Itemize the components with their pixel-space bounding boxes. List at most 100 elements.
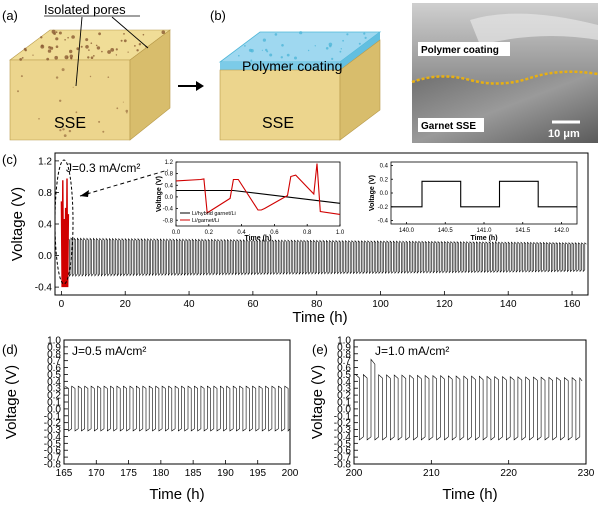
x-tick-label: 80	[311, 299, 323, 310]
coated-pore-dot	[281, 44, 284, 47]
y-tick-label: 0.7	[47, 356, 61, 367]
y-tick-label: -0.4	[378, 219, 389, 225]
y-tick-label: -0.3	[334, 425, 352, 436]
y-tick-label: 0.5	[337, 370, 351, 381]
pore-dot	[92, 55, 95, 57]
pore-dot	[63, 134, 67, 138]
scale-bar-label: 10 μm	[548, 128, 580, 140]
pore-dot	[107, 76, 110, 78]
annotation-arrow-1	[75, 16, 83, 87]
x-tick-label: 175	[120, 468, 137, 479]
pore-dot	[71, 35, 75, 39]
y-tick-label: 0.4	[38, 220, 52, 231]
pore-dot	[72, 86, 74, 88]
pore-dot	[80, 45, 83, 48]
x-tick-label: 0.8	[303, 230, 312, 236]
y-tick-label: -0.8	[44, 460, 62, 471]
pore-dot	[47, 49, 52, 53]
x-tick-label: 195	[249, 468, 266, 479]
y-tick-label: -0.7	[334, 453, 352, 464]
inset-1-background	[172, 158, 340, 232]
zoom-arrow-head	[80, 190, 89, 197]
y-tick-label: -0.4	[44, 432, 62, 443]
pore-dot	[59, 129, 62, 132]
inset-2-data	[391, 180, 577, 208]
y-tick-label: 0.2	[47, 391, 61, 402]
plot-d-axes: 165 170 175 180 185 190 195 200 -0.8-0.7-0.6-0.5…	[44, 336, 299, 480]
inset-1-data	[175, 163, 341, 215]
x-tick-label: 200	[346, 468, 363, 479]
pore-dot	[70, 57, 73, 60]
transition-arrow	[178, 81, 204, 91]
y-tick-label: 0.2	[380, 177, 389, 183]
panel-e-tag: (e)	[312, 342, 328, 357]
x-tick-label: 40	[183, 299, 195, 310]
coated-pore-dot	[250, 59, 253, 62]
panel-b-tag: (b)	[210, 8, 226, 23]
pore-dot	[110, 48, 115, 52]
legend-item-2: Li/garnet/Li	[192, 218, 219, 224]
pore-dot	[138, 43, 142, 46]
x-tick-label: 160	[564, 299, 581, 310]
x-tick-label: 210	[423, 468, 440, 479]
x-tick-label: 140.5	[438, 228, 454, 234]
series-line	[67, 237, 587, 277]
pore-dot	[55, 31, 58, 34]
y-tick-label: -0.4	[163, 207, 174, 213]
y-tick-label: 0.2	[337, 391, 351, 402]
pore-dot	[55, 37, 59, 41]
x-tick-label: 100	[372, 299, 389, 310]
inset-1-y-label: Voltage (V)	[156, 176, 163, 212]
x-tick-label: 0.0	[172, 230, 181, 236]
panel-a-tag: (a)	[2, 8, 18, 23]
panel-d: (d) 165 170 175 180 185 190 195 200 -0.8-0.7-0.6…	[2, 336, 299, 504]
pore-dot	[46, 57, 50, 61]
coating-interface-line	[411, 70, 599, 85]
y-tick-label: 0.9	[337, 342, 351, 353]
pore-dot	[95, 44, 98, 47]
coated-pore-dot	[244, 45, 246, 47]
pore-dot	[59, 99, 62, 103]
y-tick-label: 0.5	[47, 370, 61, 381]
y-tick-label: -0.3	[44, 425, 62, 436]
x-tick-label: 140	[500, 299, 517, 310]
x-tick-label: 230	[578, 468, 595, 479]
y-tick-label: 1.0	[47, 336, 61, 347]
coated-pore-dot	[342, 39, 344, 42]
panel-a: (a) Isolated pores SSE	[2, 2, 171, 141]
inset-2-axes: 140.0 140.5 141.0 141.5 142.0 -0.4 -0.2 0.0 0.2 0…	[378, 164, 570, 234]
inset-2-background	[368, 158, 580, 236]
pore-dot	[101, 50, 103, 53]
pore-dot	[38, 118, 40, 120]
y-tick-label: 0.8	[38, 188, 52, 199]
pore-dot	[127, 51, 129, 53]
y-tick-label: -0.6	[334, 446, 352, 457]
x-tick-label: 0.4	[237, 230, 246, 236]
pore-dot	[161, 30, 166, 34]
sem-image: Polymer coating Garnet SSE 10 μm	[411, 3, 599, 143]
pore-dot	[55, 45, 59, 48]
inset-1-axes: 0.0 0.2 0.4 0.6 0.8 1.0 -0.8 -0.4 0.0 0.4 0.8 1.2	[163, 160, 345, 236]
pore-dot	[64, 55, 69, 60]
coated-pore-dot	[307, 49, 310, 52]
y-tick-label: -0.2	[44, 418, 62, 429]
x-tick-label: 120	[436, 299, 453, 310]
y-tick-label: -0.5	[44, 439, 62, 450]
y-tick-label: 0.8	[47, 349, 61, 360]
pore-dot	[19, 58, 23, 61]
coating-front-edge	[220, 62, 340, 70]
pores-annotation: Isolated pores	[44, 2, 126, 17]
pore-dot	[41, 44, 44, 47]
coated-pore-dot	[339, 50, 342, 53]
panel-c-tag: (c)	[2, 152, 17, 167]
coated-pore-dot	[340, 48, 342, 50]
plot-e-data	[355, 358, 583, 441]
plot-c-axes: 0 20 40 60 80 100 120 140 160 -0.4 0.0 0.4 0.8 1.2	[35, 156, 581, 310]
pore-dot	[23, 47, 27, 51]
y-tick-label: 1.2	[165, 160, 174, 166]
pore-dot	[62, 128, 65, 131]
y-tick-label: -0.2	[334, 418, 352, 429]
y-tick-label: 0.0	[38, 251, 52, 262]
current-label-c: J=0.3 mA/cm²	[66, 161, 140, 175]
pore-dot	[90, 42, 93, 44]
